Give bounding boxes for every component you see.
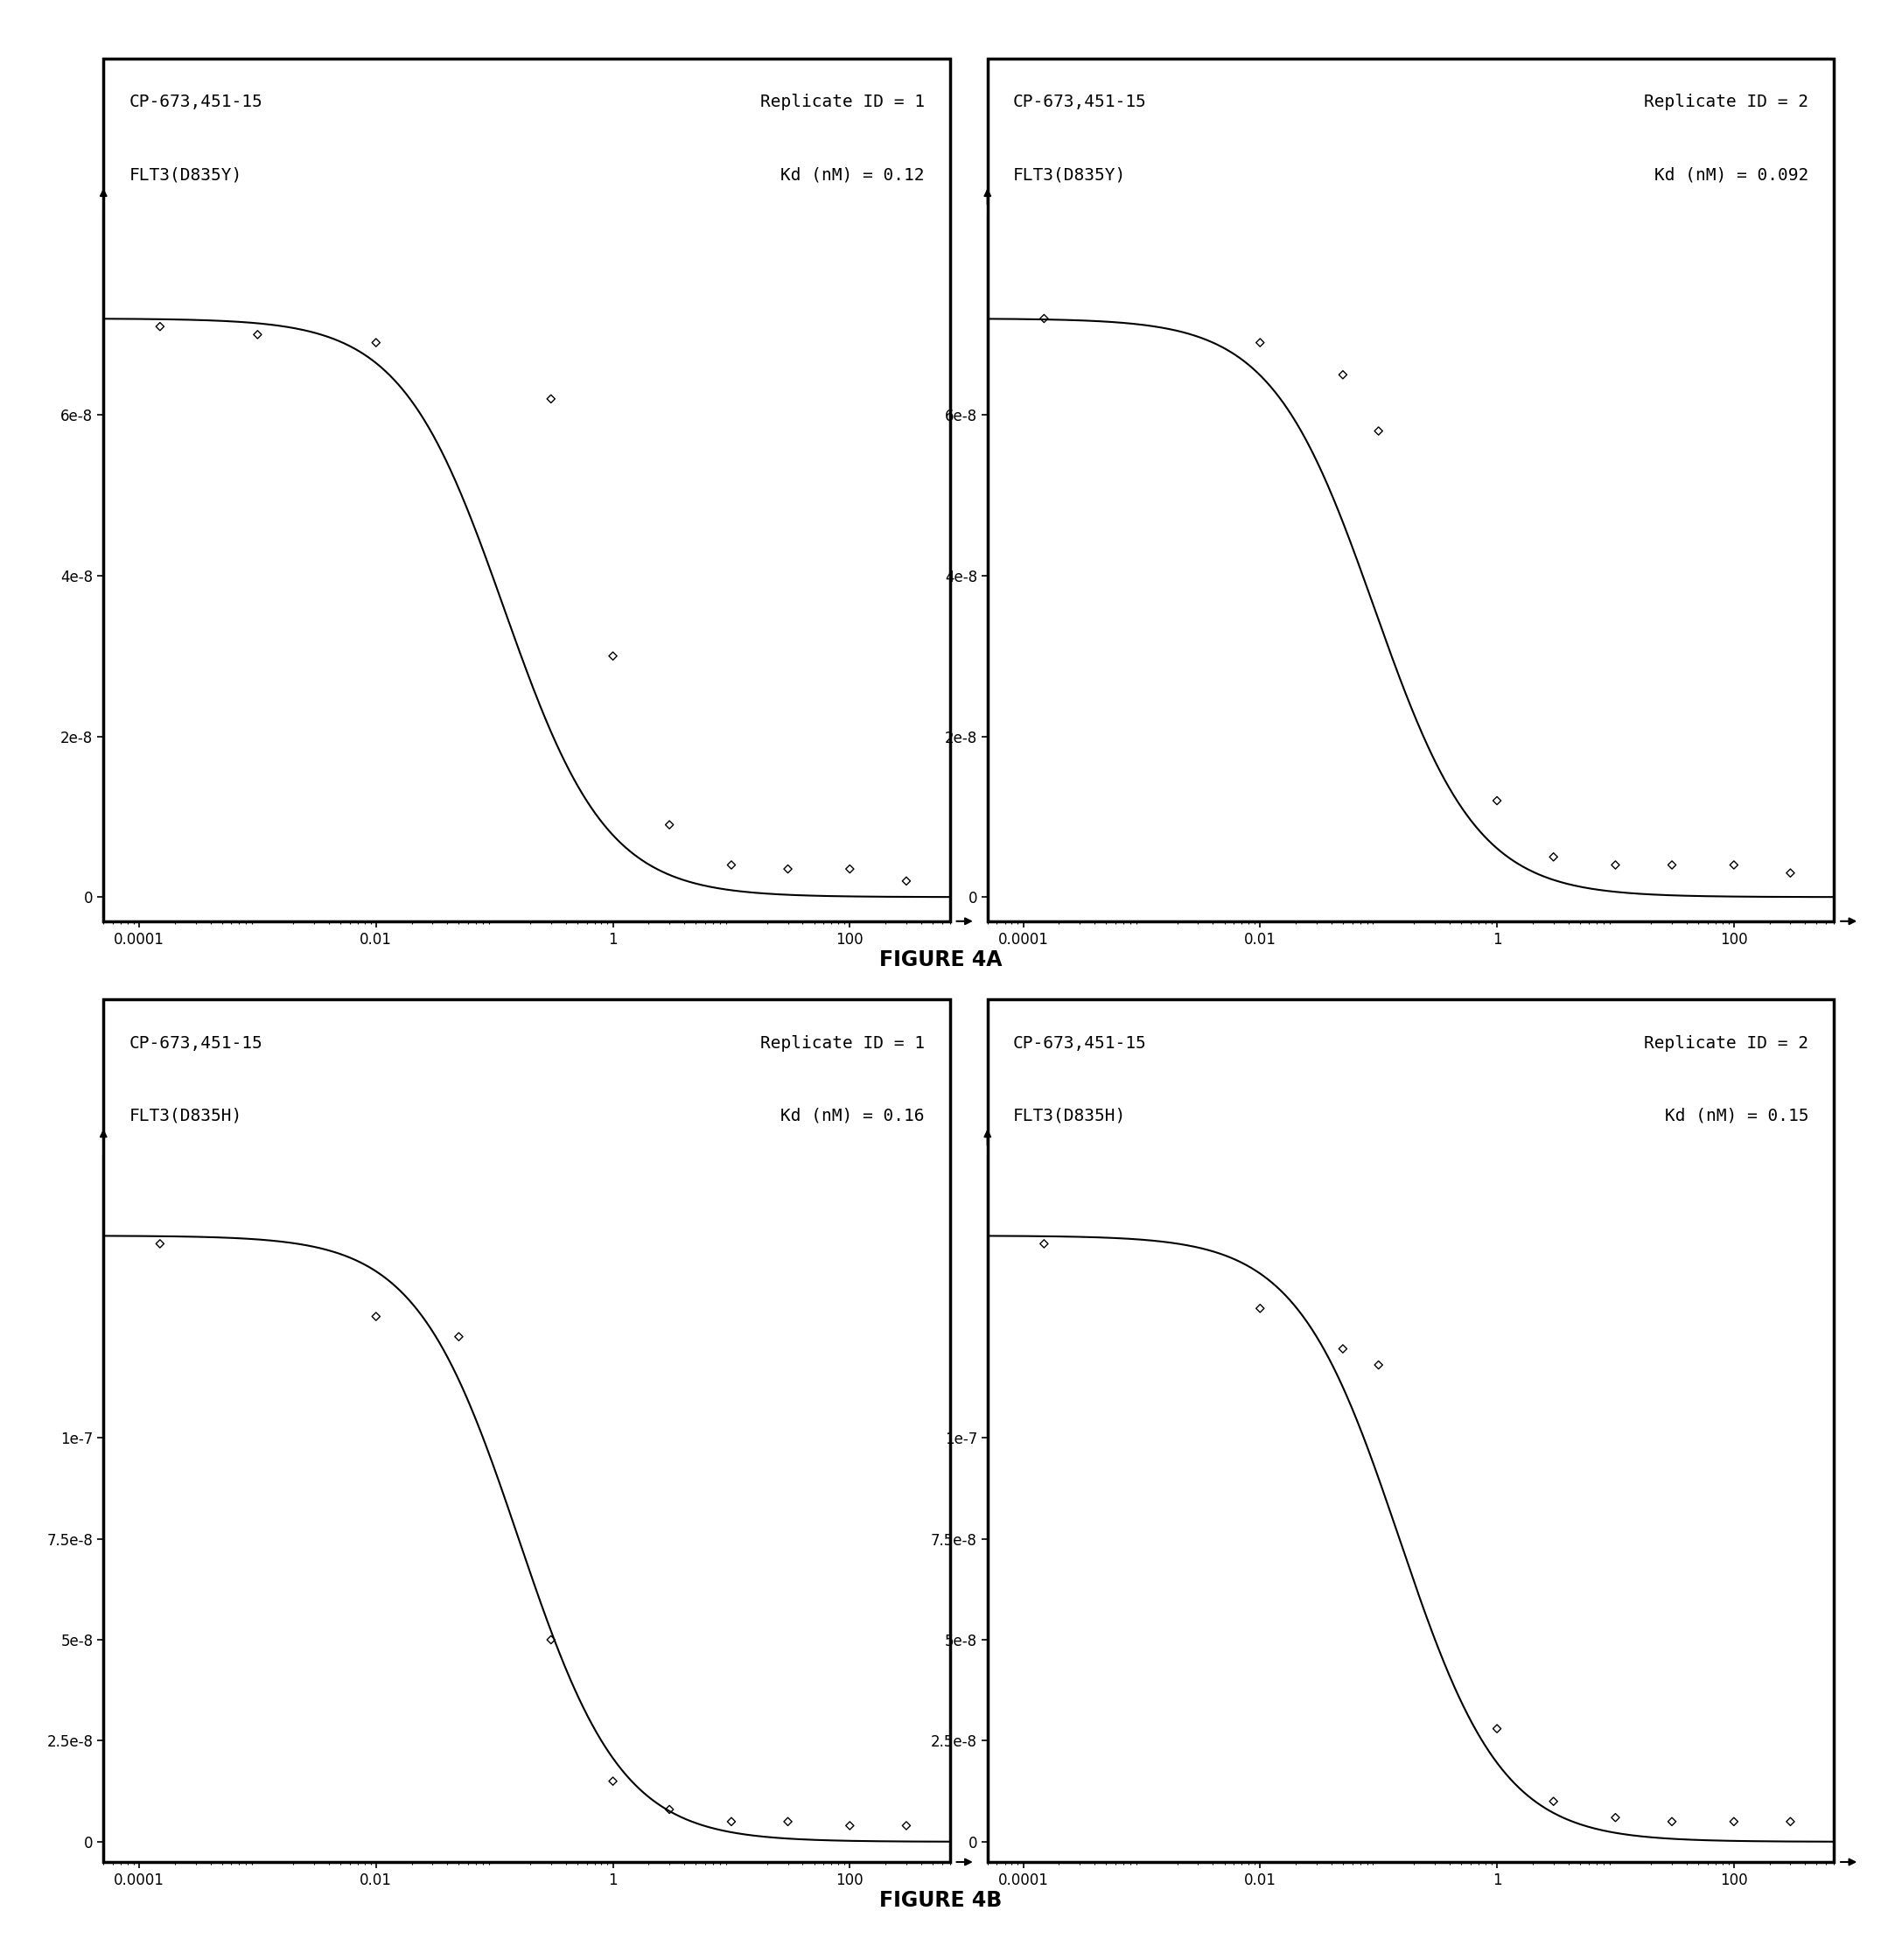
Text: FLT3(D835Y): FLT3(D835Y) bbox=[1014, 167, 1127, 184]
Point bbox=[444, 1321, 474, 1352]
Point bbox=[598, 1766, 628, 1797]
Point bbox=[1601, 1801, 1631, 1833]
Text: CP-673,451-15: CP-673,451-15 bbox=[1014, 1035, 1147, 1051]
Point bbox=[655, 809, 685, 841]
Point bbox=[773, 1805, 803, 1837]
Text: Kd (nM) = 0.16: Kd (nM) = 0.16 bbox=[781, 1107, 925, 1125]
Point bbox=[1245, 1294, 1275, 1325]
Point bbox=[145, 1229, 175, 1260]
Point bbox=[1245, 327, 1275, 359]
Point bbox=[598, 641, 628, 672]
Text: Replicate ID = 2: Replicate ID = 2 bbox=[1644, 94, 1810, 110]
Point bbox=[1364, 1348, 1394, 1380]
Point bbox=[1657, 849, 1687, 880]
Point bbox=[835, 1809, 865, 1840]
Point bbox=[1539, 1786, 1569, 1817]
Point bbox=[536, 384, 566, 416]
Point bbox=[536, 1625, 566, 1656]
Text: CP-673,451-15: CP-673,451-15 bbox=[128, 1035, 263, 1051]
Point bbox=[1776, 1805, 1806, 1837]
Point bbox=[1719, 849, 1749, 880]
Text: Replicate ID = 2: Replicate ID = 2 bbox=[1644, 1035, 1810, 1051]
Text: FIGURE 4A: FIGURE 4A bbox=[878, 949, 1003, 970]
Point bbox=[717, 1805, 747, 1837]
Point bbox=[1776, 857, 1806, 888]
Text: Kd (nM) = 0.12: Kd (nM) = 0.12 bbox=[781, 167, 925, 184]
Text: FIGURE 4B: FIGURE 4B bbox=[878, 1889, 1003, 1911]
Point bbox=[1601, 849, 1631, 880]
Point bbox=[835, 853, 865, 884]
Text: CP-673,451-15: CP-673,451-15 bbox=[1014, 94, 1147, 110]
Text: Replicate ID = 1: Replicate ID = 1 bbox=[760, 94, 925, 110]
Text: FLT3(D835H): FLT3(D835H) bbox=[128, 1107, 243, 1125]
Text: Replicate ID = 1: Replicate ID = 1 bbox=[760, 1035, 925, 1051]
Text: Kd (nM) = 0.092: Kd (nM) = 0.092 bbox=[1655, 167, 1810, 184]
Point bbox=[1482, 1713, 1512, 1744]
Point bbox=[145, 312, 175, 343]
Point bbox=[1719, 1805, 1749, 1837]
Point bbox=[1029, 1229, 1059, 1260]
Point bbox=[773, 853, 803, 884]
Text: Kd (nM) = 0.15: Kd (nM) = 0.15 bbox=[1665, 1107, 1810, 1125]
Point bbox=[1539, 841, 1569, 872]
Point bbox=[892, 866, 922, 898]
Point bbox=[655, 1793, 685, 1825]
Text: FLT3(D835Y): FLT3(D835Y) bbox=[128, 167, 243, 184]
Point bbox=[361, 327, 391, 359]
Point bbox=[892, 1809, 922, 1840]
Point bbox=[1328, 359, 1358, 390]
Point bbox=[1657, 1805, 1687, 1837]
Point bbox=[1364, 416, 1394, 447]
Point bbox=[1328, 1333, 1358, 1364]
Point bbox=[1482, 784, 1512, 815]
Point bbox=[361, 1301, 391, 1333]
Text: CP-673,451-15: CP-673,451-15 bbox=[128, 94, 263, 110]
Point bbox=[1029, 302, 1059, 333]
Point bbox=[717, 849, 747, 880]
Text: FLT3(D835H): FLT3(D835H) bbox=[1014, 1107, 1127, 1125]
Point bbox=[243, 319, 273, 351]
